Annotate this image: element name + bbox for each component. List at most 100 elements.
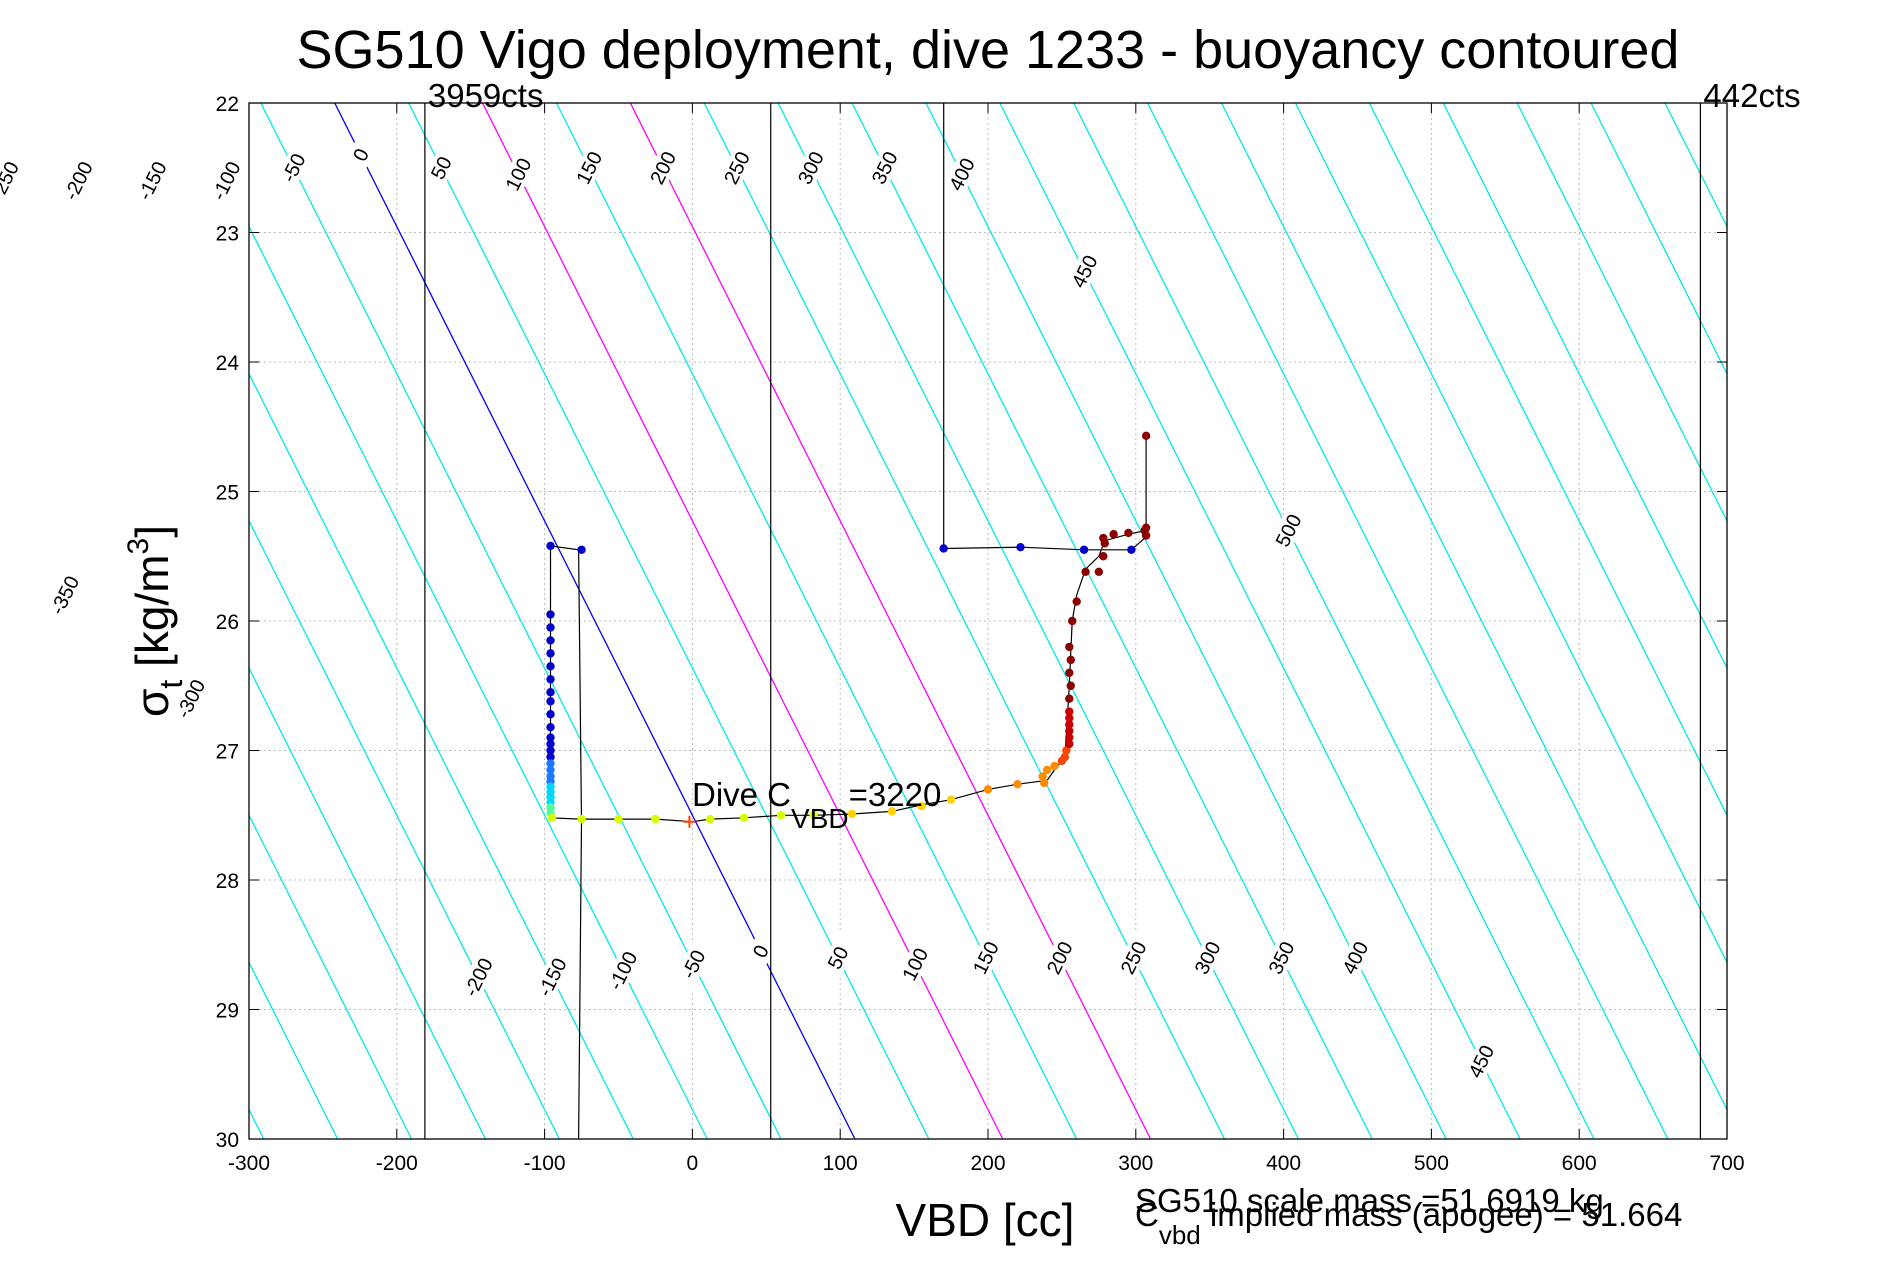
dive-data-point [546, 710, 555, 719]
buoyancy-contour-line [249, 813, 413, 1139]
buoyancy-contour-line [1294, 103, 1727, 964]
x-tick-label: 500 [1414, 1152, 1449, 1175]
dive-data-point [1141, 523, 1151, 532]
contour-label-background [965, 931, 1007, 985]
dive-data-point [546, 722, 555, 732]
y-axis-label-unit: [kg/m [126, 554, 178, 679]
contour-label-background [531, 950, 573, 1004]
dive-data-point [946, 795, 956, 804]
buoyancy-contour-line [1664, 103, 1727, 229]
y-tick-label: 29 [216, 1000, 239, 1023]
x-axis-ticks: -300 -200 -100 0 100 200 300 400 500 600 700 [228, 103, 1745, 1175]
dive-data-point [1099, 533, 1108, 543]
dive-data-point [546, 752, 555, 762]
y-tick-label: 26 [216, 611, 239, 634]
y-tick-label: 30 [216, 1129, 239, 1152]
y-tick-label: 27 [216, 741, 239, 764]
dive-data-point [1109, 530, 1118, 539]
dive-data-point [983, 785, 993, 794]
buoyancy-contour-line [1739, 103, 1891, 1139]
dive-data-point [1124, 528, 1133, 538]
dive-data-point [1141, 531, 1151, 540]
dive-data-point [1039, 778, 1049, 788]
annotation-main: Dive C [692, 776, 791, 813]
reference-labels: 3959cts 442cts [428, 77, 1801, 114]
dive-data-point [917, 801, 926, 811]
dive-data-point [1060, 752, 1070, 762]
dive-data-point [547, 813, 557, 823]
contour-label-background [340, 128, 382, 182]
dive-data-point [739, 813, 749, 823]
contour-label-background [43, 568, 86, 622]
dive-data-point [1065, 713, 1074, 723]
buoyancy-contour-line [1220, 103, 1727, 1112]
buoyancy-contour-line [1442, 103, 1727, 670]
dive-cvbd-annotation: Dive CVBD=3220 [692, 776, 941, 834]
dive-data-point [614, 814, 623, 824]
neutral-buoyancy-contour-line [334, 103, 856, 1139]
annotation-value: =3220 [849, 776, 942, 813]
y-axis-ticks: 22 23 24 25 26 27 28 29 30 [216, 93, 1727, 1152]
contour-label-background [941, 147, 983, 201]
dive-data-point [1065, 726, 1074, 736]
dive-data-point [847, 809, 857, 819]
dive-data-point [705, 814, 715, 824]
scale-mass-text: SG510 scale mass =51.6919 kg [1135, 1182, 1604, 1219]
dive-data-point [1068, 616, 1077, 626]
buoyancy-contour-line [260, 103, 782, 1139]
contour-label-background [1260, 931, 1302, 985]
contour-label-background [272, 141, 314, 195]
contour-label-background [1267, 503, 1309, 557]
dive-data-point [1013, 779, 1022, 789]
y-tick-label: 22 [216, 93, 239, 116]
y-axis-label-symbol: σ [126, 689, 178, 717]
dive-data-point [546, 739, 555, 749]
buoyancy-contour-line [249, 960, 339, 1139]
dive-data-point [1099, 552, 1108, 561]
dive-data-point [1081, 567, 1090, 576]
contour-label-background [602, 944, 644, 998]
dive-data-point [1066, 655, 1075, 665]
contour-label-background [131, 154, 173, 208]
dive-data-point [577, 814, 586, 824]
dive-data-point [1050, 761, 1059, 771]
contour-label-background [1038, 931, 1081, 985]
contour-label-background [1334, 931, 1376, 985]
dive-points [546, 431, 1151, 828]
buoyancy-contour-line [1147, 103, 1669, 1139]
dive-data-point [546, 765, 555, 775]
dive-data-point [1141, 431, 1151, 441]
buoyancy-contour-line [0, 103, 116, 1139]
implied-mass-rest: implied mass (apogee) = 51.664 [1201, 1196, 1683, 1233]
contour-label-background [1112, 931, 1155, 985]
y-tick-label: 28 [216, 870, 239, 893]
buoyancy-contour-line [1590, 103, 1727, 376]
contour-label-background [568, 141, 610, 195]
contour-label-background [57, 154, 99, 208]
contour-label-background [642, 141, 684, 195]
dive-data-point [887, 807, 897, 816]
grid-lines [249, 103, 1727, 1139]
contour-label-background [1460, 1034, 1502, 1088]
dive-data-point [1065, 720, 1074, 729]
x-tick-label: 200 [970, 1152, 1005, 1175]
contour-label-background [1186, 931, 1228, 985]
y-axis-label: σt [kg/m3] [122, 525, 189, 717]
contour-label-background [169, 672, 212, 726]
dive-data-point [1062, 746, 1071, 755]
dive-data-point [1065, 668, 1074, 677]
dive-data-point [1065, 739, 1074, 749]
buoyancy-contour-line [1073, 103, 1595, 1139]
dive-data-point [1072, 597, 1081, 606]
contour-label-background [457, 950, 499, 1004]
contour-label-background [1063, 244, 1105, 298]
contour-label-background [894, 937, 936, 991]
annotation-subscript: VBD [791, 803, 849, 834]
buoyancy-contour-line [1368, 103, 1727, 817]
dive-data-point [546, 697, 555, 706]
y-tick-label: 24 [216, 352, 240, 375]
contour-labels: -500-450-400-350-300-250-200-150-100-500… [0, 128, 1502, 1088]
buoyancy-contour-line [999, 103, 1521, 1139]
dive-data-point [651, 814, 660, 824]
